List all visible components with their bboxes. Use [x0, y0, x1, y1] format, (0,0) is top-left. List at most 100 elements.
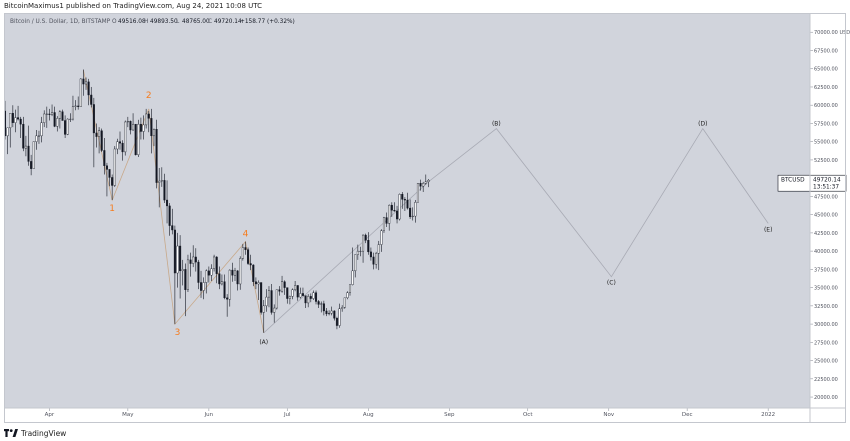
price-tick-label: 42500.00 [814, 231, 838, 237]
candle [267, 286, 270, 308]
candle [158, 167, 161, 208]
candle-body [202, 282, 205, 291]
candle [160, 167, 163, 187]
candle-body [281, 281, 284, 292]
candle-body [108, 169, 111, 178]
projection-label: (C) [607, 280, 616, 287]
candle [171, 208, 174, 235]
candle [147, 111, 150, 133]
tradingview-logo-icon [4, 429, 18, 437]
candle-body [265, 296, 268, 307]
candle-body [231, 269, 234, 276]
candle-body [416, 183, 419, 203]
candle [247, 247, 250, 265]
candle [351, 247, 354, 286]
candle [61, 109, 64, 121]
candle [252, 264, 255, 287]
candle-body [134, 123, 137, 156]
candle-body [223, 281, 226, 299]
published-caption: BitcoinMaximus1 published on TradingView… [4, 2, 263, 10]
candle [362, 234, 365, 263]
legend-symbol: Bitcoin / U.S. Dollar, 1D, BITSTAMP [10, 19, 111, 25]
price-tick-label: 20000.00 [814, 395, 838, 401]
candle-body [32, 141, 35, 169]
candle [192, 245, 195, 268]
candle-body [346, 292, 349, 299]
candle [166, 180, 169, 224]
candle [275, 289, 278, 310]
last-price-tag: BTCUSD 49720.14 13:51:37 [777, 174, 847, 192]
candle [414, 200, 417, 223]
candle [299, 287, 302, 299]
time-axis[interactable]: Apr May Jun Jul Aug Sep Oct Nov Dec 2022 [45, 408, 776, 418]
candle-body [320, 303, 323, 305]
price-tick-label: 27500.00 [814, 340, 838, 346]
time-tick-label: Aug [363, 412, 374, 418]
candle [100, 128, 103, 152]
candle-body [398, 194, 401, 220]
candle [330, 306, 333, 316]
candle-body [121, 142, 124, 153]
candle-body [403, 199, 406, 201]
candle-body [364, 234, 367, 241]
wave-label: 3 [175, 328, 181, 338]
candle [328, 310, 331, 316]
candle-body [35, 135, 38, 142]
candle-body [168, 205, 171, 226]
candle-body [372, 256, 375, 265]
candle [132, 113, 135, 131]
candle [82, 69, 85, 96]
candle-body [22, 123, 25, 149]
time-tick-label: Oct [523, 412, 533, 418]
time-tick-label: 2022 [761, 412, 775, 418]
candle-body [173, 229, 176, 274]
candle-body [338, 308, 341, 326]
candle [390, 202, 393, 217]
candle [233, 267, 237, 282]
candle-body [66, 118, 69, 135]
candle [37, 130, 40, 144]
candle [32, 141, 35, 169]
candle [236, 270, 239, 291]
candle-body [312, 292, 315, 299]
candle-body [147, 113, 150, 119]
candle-body [113, 148, 116, 186]
price-axis[interactable]: 20000.00 22500.00 25000.00 27500.00 30000.00… [810, 30, 850, 401]
candle-body [228, 269, 231, 300]
candle [27, 125, 30, 166]
candle-body [69, 118, 72, 120]
candle [335, 316, 338, 330]
candle [356, 244, 359, 260]
candle [207, 266, 210, 283]
legend-high-value: 49893.50 [150, 19, 178, 25]
time-tick-label: Apr [45, 412, 55, 418]
candle [393, 202, 396, 212]
candle [205, 269, 208, 294]
candle-body [236, 270, 239, 285]
candle [181, 259, 184, 286]
candle [179, 235, 182, 299]
last-price-symbol: BTCUSD [781, 178, 805, 184]
candle [377, 240, 380, 271]
candle [56, 116, 59, 132]
candle [346, 291, 349, 300]
candle-body [210, 268, 213, 276]
candle-body [422, 183, 425, 187]
candle-body [111, 177, 114, 186]
candle-body [116, 141, 119, 150]
last-price-value: 49720.14 [813, 178, 841, 184]
candle [53, 106, 56, 128]
candle [9, 113, 12, 148]
candle-body [142, 124, 145, 132]
candle [244, 241, 247, 255]
candle [200, 270, 203, 298]
candle-body [375, 253, 378, 265]
candle-body [369, 251, 372, 258]
candle [139, 117, 142, 140]
candle-body [301, 293, 304, 296]
candle [322, 300, 325, 316]
candle [424, 174, 427, 185]
candle [273, 304, 276, 323]
candle-body [90, 94, 93, 105]
